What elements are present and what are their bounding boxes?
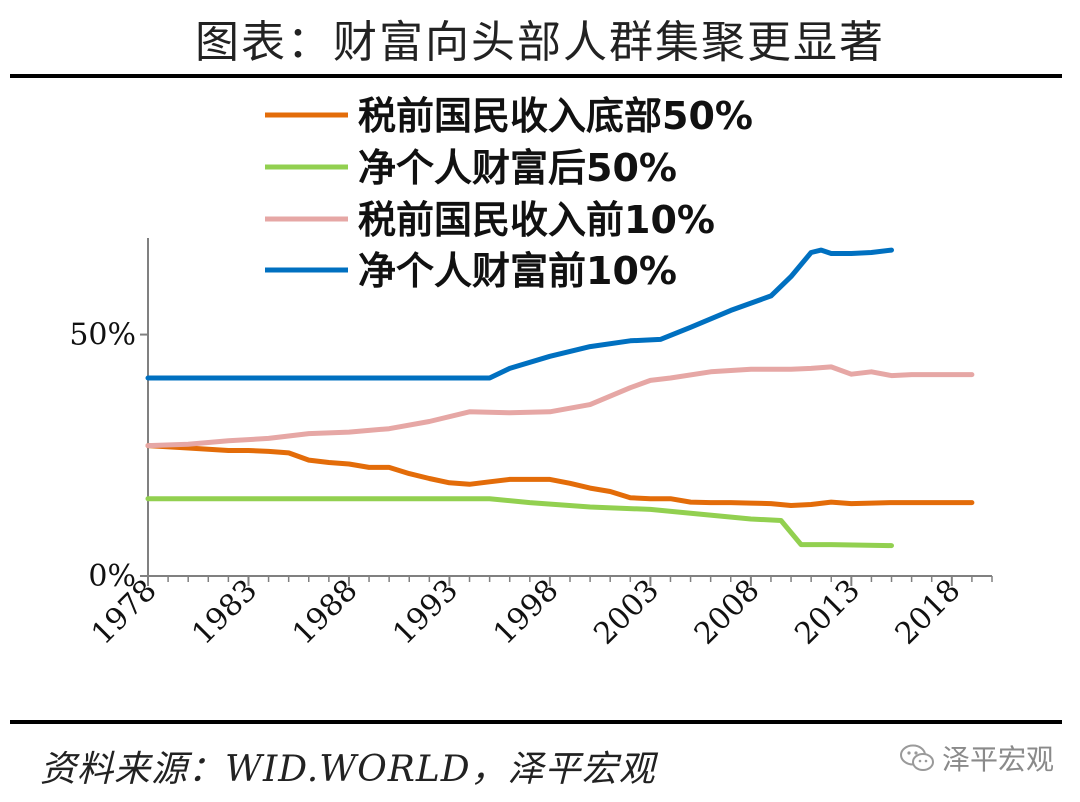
footer-divider [10,720,1062,724]
legend: 税前国民收入底部50% 净个人财富后50% 税前国民收入前10% 净个人财富前10% [265,94,753,293]
title-divider [10,74,1062,78]
y-tick-label: 0% [88,559,136,594]
x-tick-label: 1998 [487,573,566,652]
legend-label-3: 净个人财富前10% [358,249,677,293]
watermark-text: 泽平宏观 [942,743,1055,776]
legend-label-1: 净个人财富后50% [358,146,677,190]
x-tick-label: 1983 [185,573,264,652]
series-line-2 [145,364,975,449]
series-line-0 [145,443,975,508]
series-line-3 [145,247,894,381]
x-tick-label: 2018 [889,573,968,652]
x-tick-label: 2003 [587,573,666,652]
watermark: 泽平宏观 [900,738,1054,778]
line-chart: 税前国民收入底部50%净个人财富后50%税前国民收入前10%净个人财富前10% … [69,94,993,652]
legend-label-2: 税前国民收入前10% [358,198,715,242]
y-tick-label: 50% [69,318,136,353]
series-lines [145,247,975,549]
series-line-1 [145,496,894,549]
x-tick-label: 2013 [788,573,867,652]
source-note: 资料来源：WID.WORLD，泽平宏观 [40,749,656,790]
legend-label-0: 税前国民收入底部50% [358,94,753,138]
chart-title: 图表：财富向头部人群集聚更显著 [195,17,885,68]
x-tick-label: 1988 [286,573,365,652]
wechat-icon [900,744,934,771]
x-tick-label: 2008 [688,573,767,652]
x-tick-label: 1993 [386,573,465,652]
